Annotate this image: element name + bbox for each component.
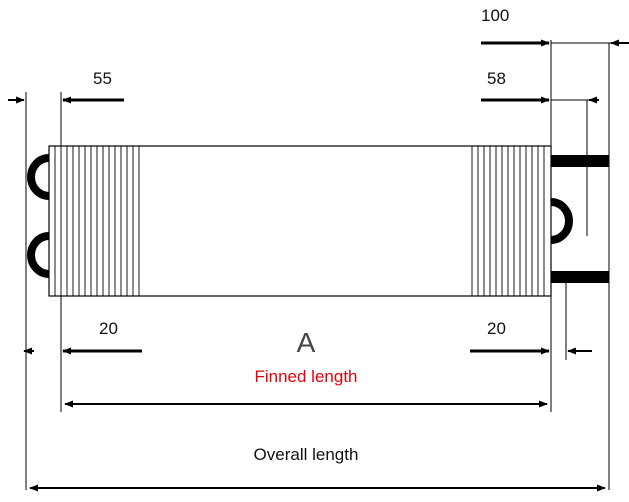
dim-58-label: 58 <box>487 69 506 88</box>
coil-body <box>48 145 552 297</box>
dim-100-label: 100 <box>481 6 509 25</box>
left-return-bend-upper <box>27 154 50 200</box>
left-fin-pack <box>54 146 140 296</box>
dim-55-label: 55 <box>93 69 112 88</box>
finned-length-label: Finned length <box>254 367 357 386</box>
right-header-stub-lower <box>551 271 609 283</box>
overall-length-label: Overall length <box>254 445 359 464</box>
right-fin-pack <box>471 146 545 296</box>
dim-20-left-label: 20 <box>99 319 118 338</box>
right-return-bend <box>550 198 573 244</box>
right-header-stub-upper <box>551 155 609 167</box>
dim-20-right-label: 20 <box>487 319 506 338</box>
dimension-a-label: A <box>297 327 316 358</box>
left-return-bend-lower <box>27 232 50 278</box>
